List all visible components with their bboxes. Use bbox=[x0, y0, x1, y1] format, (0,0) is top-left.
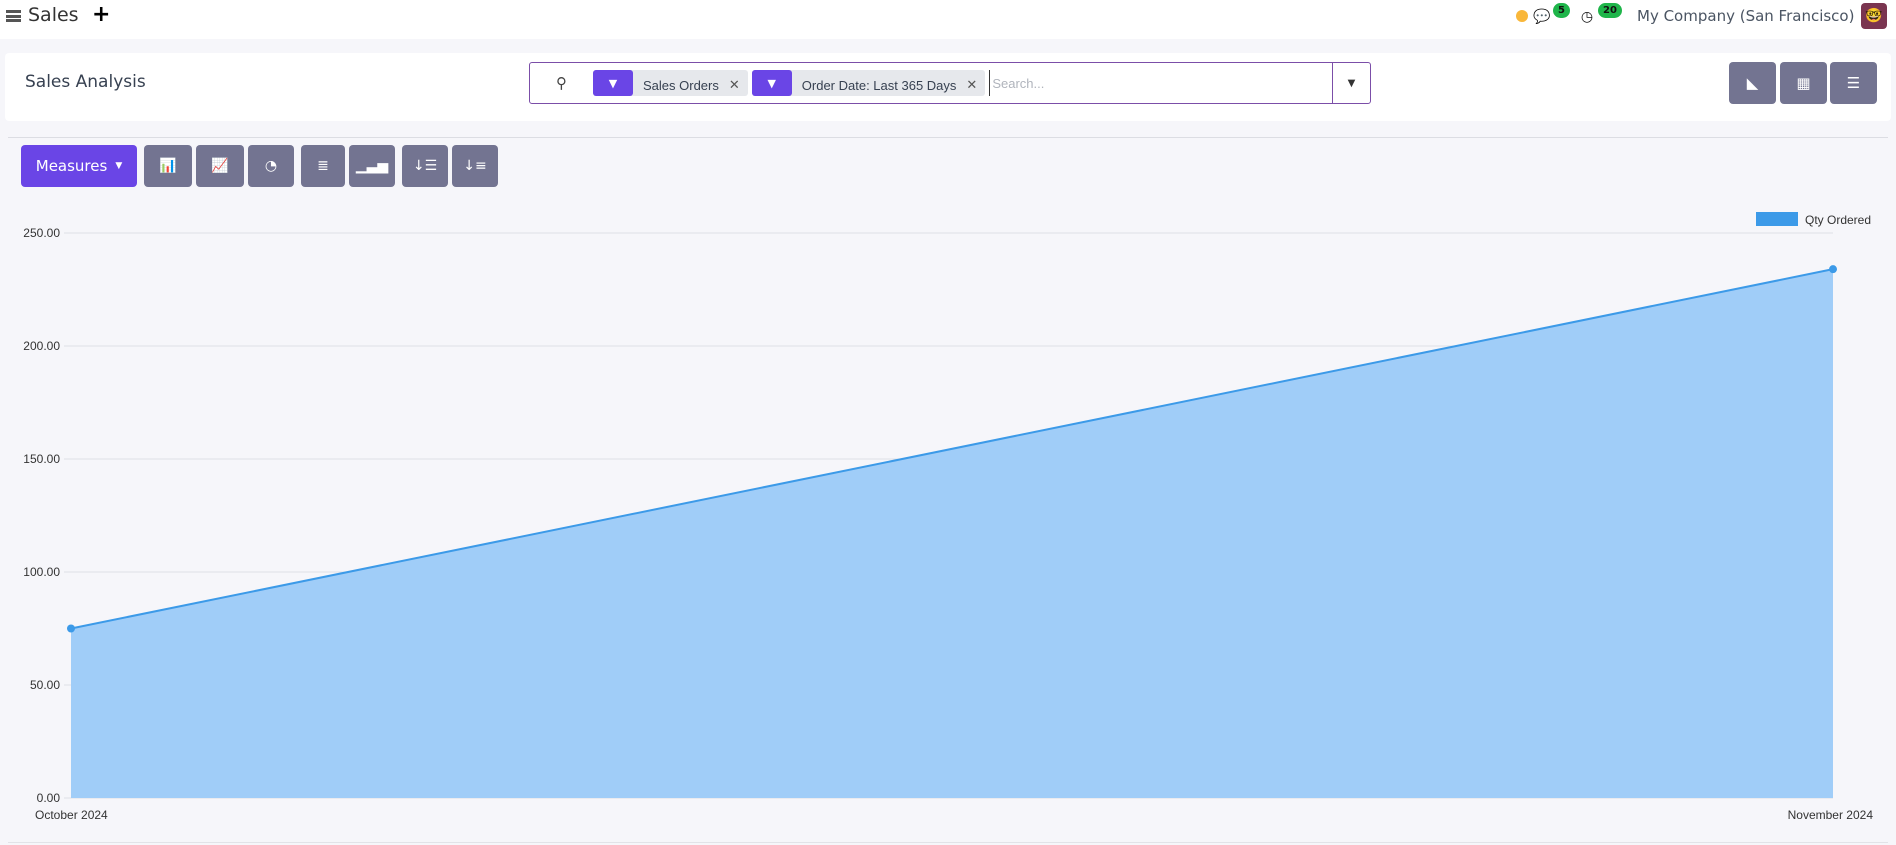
plus-icon[interactable]: + bbox=[92, 2, 111, 27]
area-chart: 0.00 50.00 100.00 150.00 200.00 250.00 Octobe… bbox=[23, 212, 1874, 822]
sort-descending-button[interactable]: ↓☰ bbox=[402, 145, 448, 187]
pie-chart-icon: ◔ bbox=[264, 158, 278, 174]
area-chart-icon: ◣ bbox=[1746, 74, 1759, 92]
facet-sales-orders: ▼ Sales Orders ✕ bbox=[593, 70, 748, 96]
close-icon[interactable]: ✕ bbox=[728, 78, 740, 93]
y-tick-label: 200.00 bbox=[23, 339, 60, 353]
line-qty-ordered bbox=[70, 268, 1834, 630]
status-dot-icon bbox=[1516, 10, 1528, 22]
facet-label: Order Date: Last 365 Days bbox=[801, 78, 957, 93]
chevron-down-icon[interactable]: ▼ bbox=[1332, 63, 1370, 103]
x-tick-label: November 2024 bbox=[1788, 808, 1874, 822]
sort-ascending-button[interactable]: ↓≡ bbox=[452, 145, 498, 187]
sort-descending-icon: ↓☰ bbox=[412, 158, 438, 174]
pie-chart-button[interactable]: ◔ bbox=[248, 145, 294, 187]
search-icon[interactable]: ⚲ bbox=[556, 74, 567, 92]
line-chart-button[interactable]: 📈 bbox=[196, 145, 244, 187]
chat-icon[interactable]: 💬 bbox=[1533, 9, 1551, 25]
avatar[interactable]: 🤓 bbox=[1861, 3, 1887, 29]
list-view-button[interactable]: ☰ bbox=[1830, 62, 1877, 104]
clock-icon[interactable]: ◷ bbox=[1580, 9, 1594, 25]
bar-chart-button[interactable]: 📊 bbox=[144, 145, 192, 187]
close-icon[interactable]: ✕ bbox=[966, 78, 978, 93]
caret-down-icon: ▼ bbox=[115, 161, 123, 171]
facet-order-date: ▼ Order Date: Last 365 Days ✕ bbox=[751, 70, 986, 96]
y-tick-label: 250.00 bbox=[23, 226, 60, 240]
menu-icon[interactable] bbox=[6, 10, 21, 22]
table-icon: ▦ bbox=[1796, 74, 1811, 92]
area-fill-qty-ordered bbox=[71, 269, 1833, 798]
search-bar[interactable]: ⚲ ▼ Sales Orders ✕ ▼ Order Date: Last 36… bbox=[529, 62, 1371, 104]
database-icon: ≣ bbox=[317, 158, 329, 174]
bar-chart-icon: 📊 bbox=[159, 158, 177, 174]
legend-label[interactable]: Qty Ordered bbox=[1805, 213, 1871, 227]
pivot-view-button[interactable]: ▦ bbox=[1780, 62, 1827, 104]
filter-icon: ▼ bbox=[751, 70, 792, 96]
data-point[interactable] bbox=[1829, 265, 1837, 274]
search-input[interactable] bbox=[989, 70, 1332, 96]
graph-view-button[interactable]: ◣ bbox=[1729, 62, 1776, 104]
signal-icon: ▁▃▅ bbox=[355, 158, 389, 174]
company-switcher[interactable]: My Company (San Francisco) bbox=[1637, 7, 1855, 25]
stacked-button[interactable]: ≣ bbox=[301, 145, 345, 187]
x-tick-label: October 2024 bbox=[35, 808, 108, 822]
divider bbox=[8, 137, 1888, 138]
chat-count-badge: 5 bbox=[1553, 3, 1570, 18]
activity-count-badge: 20 bbox=[1598, 3, 1622, 18]
line-chart-icon: 📈 bbox=[211, 158, 229, 174]
facet-label: Sales Orders bbox=[643, 78, 719, 93]
y-tick-label: 100.00 bbox=[23, 565, 60, 579]
page-title: Sales Analysis bbox=[25, 72, 146, 92]
y-tick-label: 150.00 bbox=[23, 452, 60, 466]
divider bbox=[8, 842, 1888, 843]
measures-dropdown[interactable]: Measures ▼ bbox=[21, 145, 137, 187]
data-point[interactable] bbox=[67, 624, 75, 633]
top-navbar: Sales + 💬 5 ◷ 20 My Company (San Francis… bbox=[0, 0, 1896, 39]
y-tick-label: 50.00 bbox=[30, 678, 60, 692]
legend-swatch[interactable] bbox=[1756, 212, 1798, 226]
y-tick-label: 0.00 bbox=[37, 791, 61, 805]
filter-icon: ▼ bbox=[593, 70, 633, 96]
cumulative-button[interactable]: ▁▃▅ bbox=[349, 145, 395, 187]
measures-label: Measures bbox=[35, 157, 108, 175]
sort-ascending-icon: ↓≡ bbox=[463, 158, 487, 174]
list-icon: ☰ bbox=[1846, 74, 1861, 92]
app-name[interactable]: Sales bbox=[28, 4, 79, 26]
